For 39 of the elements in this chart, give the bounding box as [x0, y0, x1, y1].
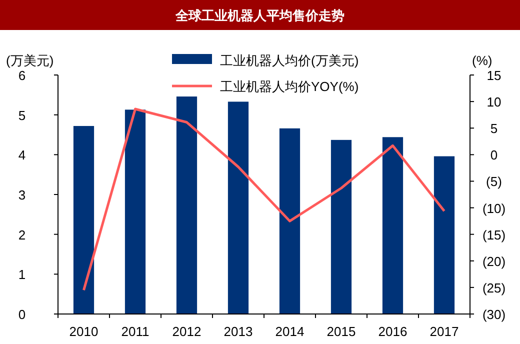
x-tick-label: 2016 — [378, 324, 408, 339]
y2-tick-label: (10) — [482, 200, 506, 216]
y2-tick-label: (30) — [482, 307, 506, 322]
bar — [434, 156, 455, 314]
x-tick-label: 2014 — [275, 324, 304, 339]
y2-tick-label: 10 — [486, 94, 502, 110]
y-tick-label: 6 — [18, 68, 26, 83]
bar — [382, 137, 404, 314]
y2-tick-label: (25) — [482, 280, 506, 296]
y-tick-label: 0 — [18, 307, 26, 322]
bar — [73, 126, 94, 314]
bar — [176, 96, 198, 314]
y-tick-label: 2 — [18, 227, 26, 242]
x-tick-label: 2010 — [69, 324, 98, 339]
y-tick-label: 3 — [18, 188, 26, 202]
y2-tick-label: 5 — [490, 121, 498, 136]
x-tick-label: 2017 — [430, 324, 459, 339]
x-tick-label: 2013 — [224, 324, 253, 339]
y-tick-label: 5 — [18, 108, 26, 123]
bar — [124, 110, 146, 314]
y2-tick-label: (20) — [482, 254, 506, 269]
bar — [228, 102, 249, 314]
line-series — [82, 108, 446, 292]
y2-tick-label: (15) — [482, 227, 506, 242]
y-axis-title: (万美元) — [6, 53, 54, 68]
y-tick-label: 1 — [18, 267, 26, 282]
legend-label: 工业机器人均价(万美元) — [220, 53, 359, 68]
x-tick-label: 2012 — [172, 324, 202, 339]
y2-axis-title: (%) — [472, 53, 492, 68]
y-tick-label: 4 — [18, 148, 26, 163]
y2-tick-label: 15 — [486, 68, 502, 83]
y2-tick-label: 0 — [490, 148, 498, 163]
x-tick-label: 2015 — [326, 324, 356, 339]
bar — [330, 140, 352, 314]
chart-title: 全球工业机器人平均售价走势 — [174, 8, 344, 23]
legend-label: 工业机器人均价YOY(%) — [220, 79, 359, 94]
x-tick-label: 2011 — [121, 324, 150, 339]
bar — [279, 128, 300, 314]
y2-tick-label: (5) — [486, 174, 502, 190]
